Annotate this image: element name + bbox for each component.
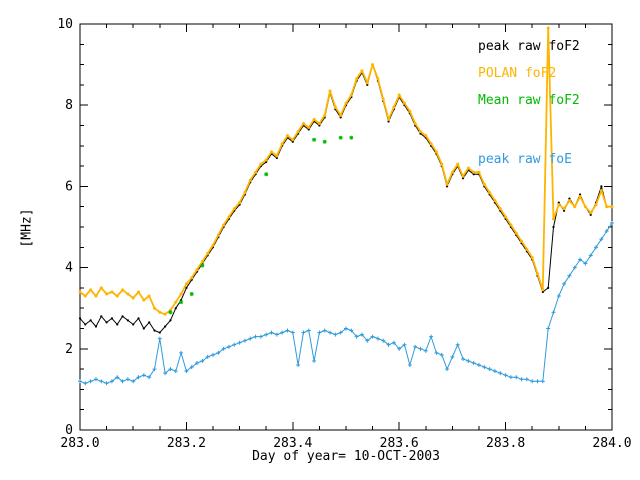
svg-text:8: 8 [65, 98, 73, 113]
svg-text:2: 2 [65, 342, 73, 357]
x-axis-title: Day of year= 10-OCT-2003 [252, 449, 440, 464]
legend-item-mean-raw-fof2: Mean raw foF2 [478, 93, 580, 108]
legend-item-peak-raw-foe: peak raw foE [478, 152, 572, 167]
svg-text:4: 4 [65, 261, 73, 276]
legend-item-polan-fof2: POLAN foF2 [478, 66, 557, 81]
legend-item-peak-raw-fof2: peak raw foF2 [478, 39, 580, 54]
svg-text:6: 6 [65, 179, 73, 194]
y-axis-label: [MHz] [19, 208, 35, 248]
svg-text:10: 10 [57, 17, 73, 32]
svg-text:283.8: 283.8 [486, 436, 525, 451]
svg-text:283.6: 283.6 [380, 436, 419, 451]
svg-text:284.0: 284.0 [592, 436, 631, 451]
svg-text:283.0: 283.0 [60, 436, 99, 451]
svg-text:0: 0 [65, 423, 73, 438]
svg-text:283.4: 283.4 [273, 436, 312, 451]
svg-text:283.2: 283.2 [167, 436, 206, 451]
